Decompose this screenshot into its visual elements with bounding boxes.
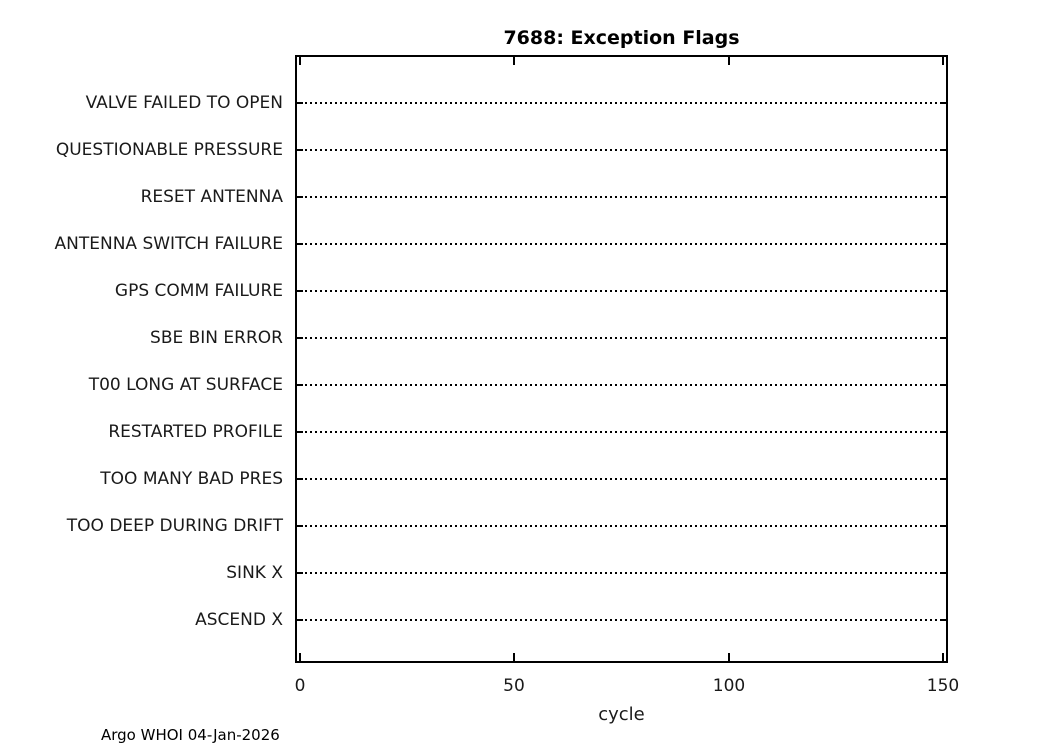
y-tick-mark-left	[297, 525, 303, 527]
category-gridline	[297, 337, 946, 339]
dotted-line	[305, 337, 938, 339]
y-tick-label: RESET ANTENNA	[140, 187, 283, 207]
y-tick-label: RESTARTED PROFILE	[108, 422, 283, 442]
x-axis-label: cycle	[598, 704, 645, 725]
y-tick-label: ANTENNA SWITCH FAILURE	[54, 234, 283, 254]
dotted-line	[305, 196, 938, 198]
x-tick-mark	[299, 57, 301, 65]
x-tick-mark	[513, 57, 515, 65]
dotted-line	[305, 149, 938, 151]
y-tick-mark-right	[940, 478, 946, 480]
x-tick-mark	[728, 653, 730, 661]
dotted-line	[305, 102, 938, 104]
y-tick-mark-left	[297, 572, 303, 574]
plot-area	[295, 55, 948, 663]
y-tick-label: VALVE FAILED TO OPEN	[85, 93, 283, 113]
y-tick-mark-left	[297, 149, 303, 151]
y-tick-mark-right	[940, 149, 946, 151]
x-tick-mark	[513, 653, 515, 661]
category-gridline	[297, 243, 946, 245]
y-tick-mark-right	[940, 243, 946, 245]
y-tick-label: SINK X	[226, 563, 283, 583]
y-tick-mark-left	[297, 619, 303, 621]
y-axis-labels: VALVE FAILED TO OPEN QUESTIONABLE PRESSUR…	[0, 0, 283, 750]
y-tick-mark-right	[940, 337, 946, 339]
category-gridline	[297, 619, 946, 621]
y-tick-mark-right	[940, 431, 946, 433]
y-tick-mark-left	[297, 243, 303, 245]
category-gridline	[297, 478, 946, 480]
y-tick-label: SBE BIN ERROR	[150, 328, 283, 348]
y-tick-mark-right	[940, 525, 946, 527]
x-tick-label: 100	[712, 676, 746, 696]
dotted-line	[305, 290, 938, 292]
y-tick-label: QUESTIONABLE PRESSURE	[55, 140, 283, 160]
y-tick-label: ASCEND X	[195, 610, 283, 630]
category-gridline	[297, 572, 946, 574]
dotted-line	[305, 525, 938, 527]
source-annotation: Argo WHOI 04-Jan-2026	[101, 726, 280, 744]
y-tick-mark-right	[940, 384, 946, 386]
y-tick-mark-right	[940, 102, 946, 104]
x-tick-mark	[942, 57, 944, 65]
x-tick-mark	[299, 653, 301, 661]
dotted-line	[305, 619, 938, 621]
dotted-line	[305, 572, 938, 574]
y-tick-mark-right	[940, 290, 946, 292]
y-tick-label: T00 LONG AT SURFACE	[88, 375, 283, 395]
y-tick-label: TOO DEEP DURING DRIFT	[66, 516, 283, 536]
x-tick-label: 150	[926, 676, 960, 696]
y-tick-mark-right	[940, 619, 946, 621]
y-tick-mark-right	[940, 196, 946, 198]
dotted-line	[305, 243, 938, 245]
x-tick-mark	[942, 653, 944, 661]
y-tick-mark-right	[940, 572, 946, 574]
dotted-line	[305, 384, 938, 386]
category-gridline	[297, 290, 946, 292]
category-gridline	[297, 102, 946, 104]
y-tick-mark-left	[297, 431, 303, 433]
category-gridline	[297, 149, 946, 151]
y-tick-mark-left	[297, 337, 303, 339]
y-tick-mark-left	[297, 478, 303, 480]
y-tick-label: TOO MANY BAD PRES	[100, 469, 283, 489]
y-tick-mark-left	[297, 290, 303, 292]
category-gridline	[297, 431, 946, 433]
chart-title: 7688: Exception Flags	[503, 27, 740, 49]
x-tick-mark	[728, 57, 730, 65]
category-gridline	[297, 384, 946, 386]
y-tick-label: GPS COMM FAILURE	[114, 281, 283, 301]
dotted-line	[305, 431, 938, 433]
category-gridline	[297, 525, 946, 527]
y-tick-mark-left	[297, 102, 303, 104]
dotted-line	[305, 478, 938, 480]
category-gridline	[297, 196, 946, 198]
y-tick-mark-left	[297, 196, 303, 198]
y-tick-mark-left	[297, 384, 303, 386]
x-tick-label: 50	[503, 676, 525, 696]
